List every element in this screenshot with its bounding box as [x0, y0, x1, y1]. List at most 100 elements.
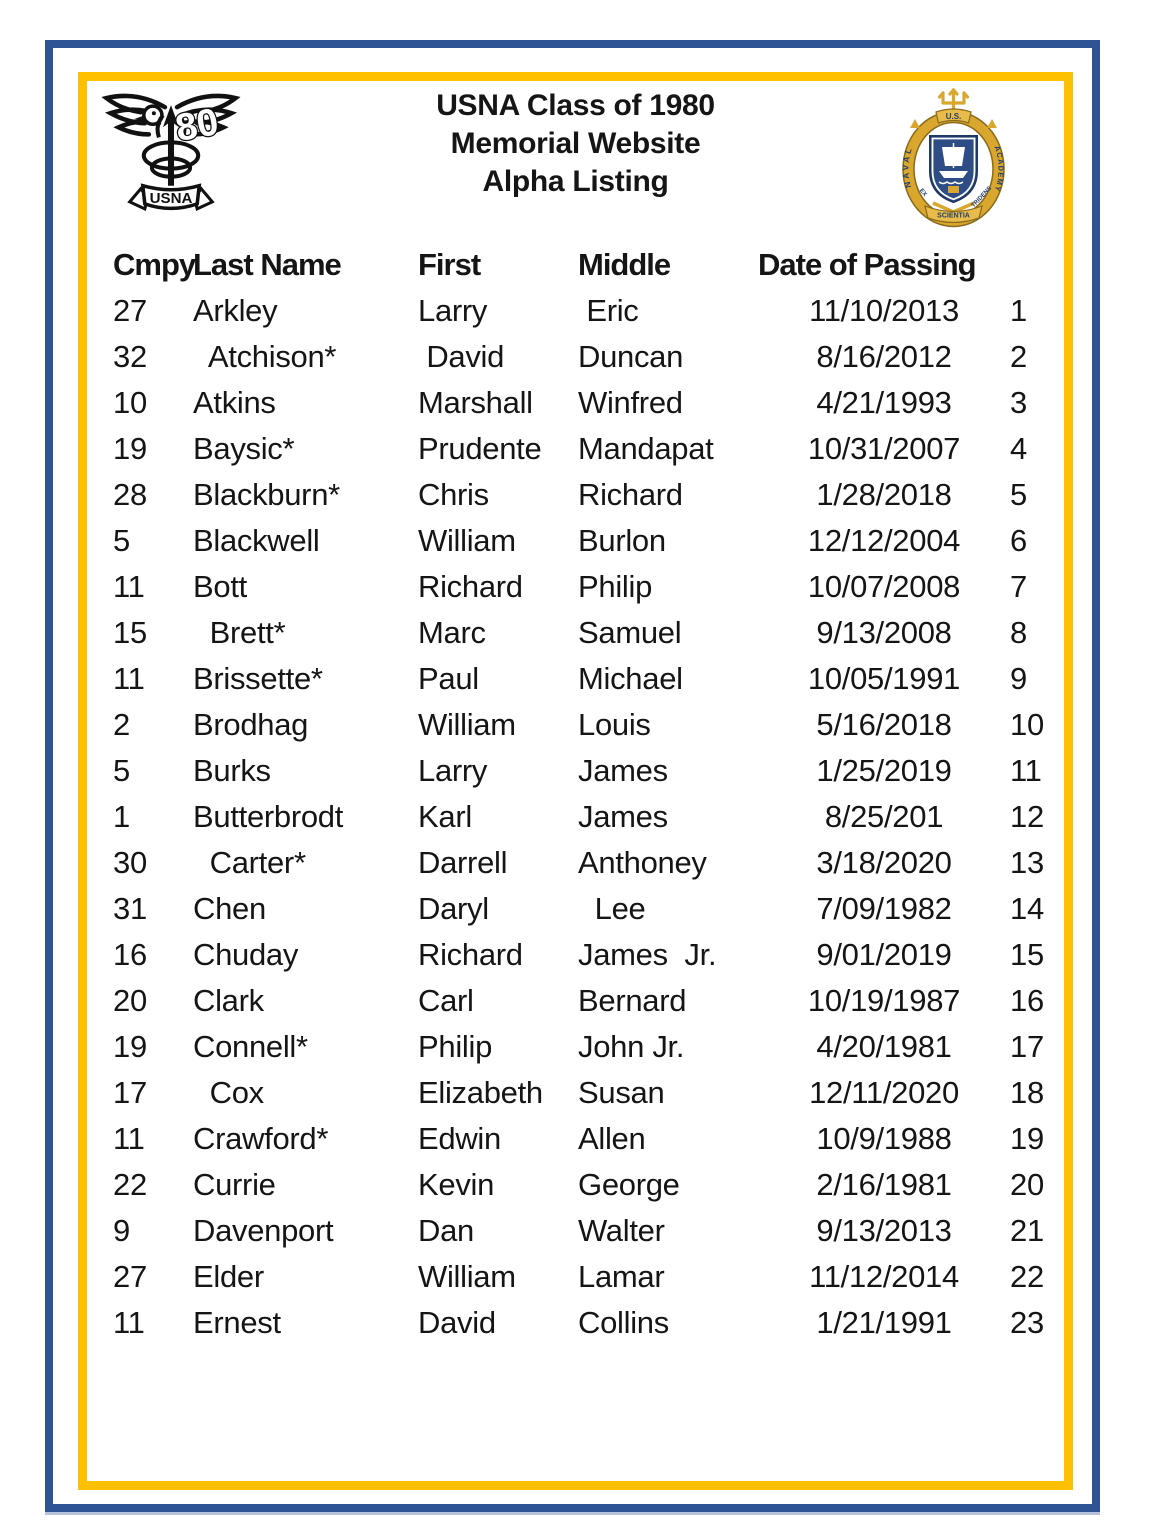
row-index-number: 4	[1010, 431, 1027, 466]
row-index-number: 10	[1010, 707, 1044, 742]
row-first-name: Kevin	[418, 1167, 495, 1202]
seal-motto-ex-text: EX	[918, 188, 928, 198]
row-date-of-passing: 4/20/1981	[816, 1029, 952, 1064]
row-first-name: Dan	[418, 1213, 474, 1248]
row-middle-name: Mandapat	[578, 431, 714, 466]
table-row: 5 Burks Larry James 1/25/2019 11	[113, 748, 1060, 794]
row-first-name: William	[418, 1259, 516, 1294]
row-first-name: Philip	[418, 1029, 493, 1064]
row-company-number: 11	[113, 569, 145, 604]
row-middle-name: Burlon	[578, 523, 666, 558]
table-row: 16 Chuday Richard James Jr. 9/01/2019 15	[113, 932, 1060, 978]
row-company-number: 11	[113, 661, 145, 696]
table-row: 32 Atchison* David Duncan 8/16/2012 2	[113, 334, 1060, 380]
row-first-name: David	[418, 339, 505, 374]
table-row: 11 Crawford* Edwin Allen 10/9/1988 19	[113, 1116, 1060, 1162]
row-middle-name: James	[578, 753, 668, 788]
row-last-name: Brett*	[193, 615, 286, 650]
row-first-name: Larry	[418, 293, 488, 328]
row-date-of-passing: 11/12/2014	[809, 1259, 959, 1294]
col-header-first: First	[418, 247, 481, 282]
row-middle-name: Anthoney	[578, 845, 707, 880]
row-first-name: David	[418, 1305, 496, 1340]
row-middle-name: Bernard	[578, 983, 687, 1018]
row-company-number: 2	[113, 707, 130, 742]
row-index-number: 9	[1010, 661, 1027, 696]
row-first-name: Elizabeth	[418, 1075, 543, 1110]
title-line-3: Alpha Listing	[482, 165, 669, 198]
table-row: 2 Brodhag William Louis 5/16/2018 10	[113, 702, 1060, 748]
row-company-number: 28	[113, 477, 147, 512]
row-company-number: 17	[113, 1075, 147, 1110]
table-row: 11 Brissette* Paul Michael 10/05/1991 9	[113, 656, 1060, 702]
svg-text:ACADEMY: ACADEMY	[992, 145, 1005, 194]
row-first-name: Marc	[418, 615, 486, 650]
row-date-of-passing: 10/05/1991	[807, 661, 961, 696]
row-index-number: 19	[1010, 1121, 1044, 1156]
row-date-of-passing: 11/10/2013	[809, 293, 959, 328]
row-company-number: 31	[113, 891, 147, 926]
page-header: USNA 80 USNA Class of 1980 Memorial Webs…	[87, 87, 1064, 228]
row-index-number: 11	[1010, 753, 1042, 788]
row-last-name: Atchison*	[193, 339, 337, 374]
row-middle-name: Collins	[578, 1305, 669, 1340]
row-date-of-passing: 10/9/1988	[816, 1121, 952, 1156]
col-header-middle: Middle	[578, 247, 671, 282]
row-middle-name: Susan	[578, 1075, 665, 1110]
row-middle-name: Michael	[578, 661, 683, 696]
row-last-name: Arkley	[193, 293, 278, 328]
row-middle-name: Louis	[578, 707, 651, 742]
row-first-name: Prudente	[418, 431, 542, 466]
table-row: 5 Blackwell William Burlon 12/12/2004 6	[113, 518, 1060, 564]
row-index-number: 22	[1010, 1259, 1044, 1294]
table-row: 15 Brett* Marc Samuel 9/13/2008 8	[113, 610, 1060, 656]
table-row: 30 Carter* Darrell Anthoney 3/18/2020 13	[113, 840, 1060, 886]
row-company-number: 15	[113, 615, 147, 650]
row-company-number: 5	[113, 523, 130, 558]
table-row: 28 Blackburn* Chris Richard 1/28/2018 5	[113, 472, 1060, 518]
seal-naval-text: NAVAL	[900, 145, 912, 189]
row-middle-name: Duncan	[578, 339, 684, 374]
table-row: 20 Clark Carl Bernard 10/19/1987 16	[113, 978, 1060, 1024]
row-index-number: 2	[1010, 339, 1027, 374]
row-company-number: 16	[113, 937, 147, 972]
inner-gold-border: USNA 80 USNA Class of 1980 Memorial Webs…	[78, 72, 1073, 1490]
row-date-of-passing: 9/13/2013	[816, 1213, 952, 1248]
row-first-name: Edwin	[418, 1121, 501, 1156]
row-company-number: 10	[113, 385, 147, 420]
row-index-number: 21	[1010, 1213, 1044, 1248]
row-first-name: Darrell	[418, 845, 508, 880]
row-first-name: Chris	[418, 477, 489, 512]
row-middle-name: Walter	[578, 1213, 665, 1248]
row-first-name: Karl	[418, 799, 472, 834]
row-middle-name: John Jr.	[578, 1029, 685, 1064]
row-last-name: Crawford*	[193, 1121, 329, 1156]
row-company-number: 5	[113, 753, 130, 788]
row-index-number: 6	[1010, 523, 1027, 558]
row-company-number: 1	[113, 799, 130, 834]
table-row: 1 Butterbrodt Karl James 8/25/201 12	[113, 794, 1060, 840]
row-index-number: 15	[1010, 937, 1044, 972]
table-row: 31 Chen Daryl Lee 7/09/1982 14	[113, 886, 1060, 932]
title-line-1: USNA Class of 1980	[436, 89, 715, 122]
row-index-number: 7	[1010, 569, 1027, 604]
row-last-name: Cox	[193, 1075, 265, 1110]
row-middle-name: Richard	[578, 477, 683, 512]
table-row: 27 Elder William Lamar 11/12/2014 22	[113, 1254, 1060, 1300]
memorial-listing-table: Cmpy Last Name First Middle Date of Pass…	[113, 242, 1060, 1346]
row-last-name: Elder	[193, 1259, 264, 1294]
row-first-name: Marshall	[418, 385, 533, 420]
row-middle-name: Philip	[578, 569, 653, 604]
row-last-name: Bott	[193, 569, 247, 604]
row-date-of-passing: 10/19/1987	[807, 983, 961, 1018]
table-row: 17 Cox Elizabeth Susan 12/11/2020 18	[113, 1070, 1060, 1116]
row-index-number: 8	[1010, 615, 1027, 650]
table-row: 11 Ernest David Collins 1/21/1991 23	[113, 1300, 1060, 1346]
table-header-row: Cmpy Last Name First Middle Date of Pass…	[113, 242, 1060, 288]
row-date-of-passing: 2/16/1981	[816, 1167, 952, 1202]
row-middle-name: Winfred	[578, 385, 683, 420]
row-first-name: Paul	[418, 661, 479, 696]
row-company-number: 19	[113, 1029, 147, 1064]
table-row: 19 Baysic* Prudente Mandapat 10/31/2007 …	[113, 426, 1060, 472]
row-date-of-passing: 12/11/2020	[809, 1075, 959, 1110]
